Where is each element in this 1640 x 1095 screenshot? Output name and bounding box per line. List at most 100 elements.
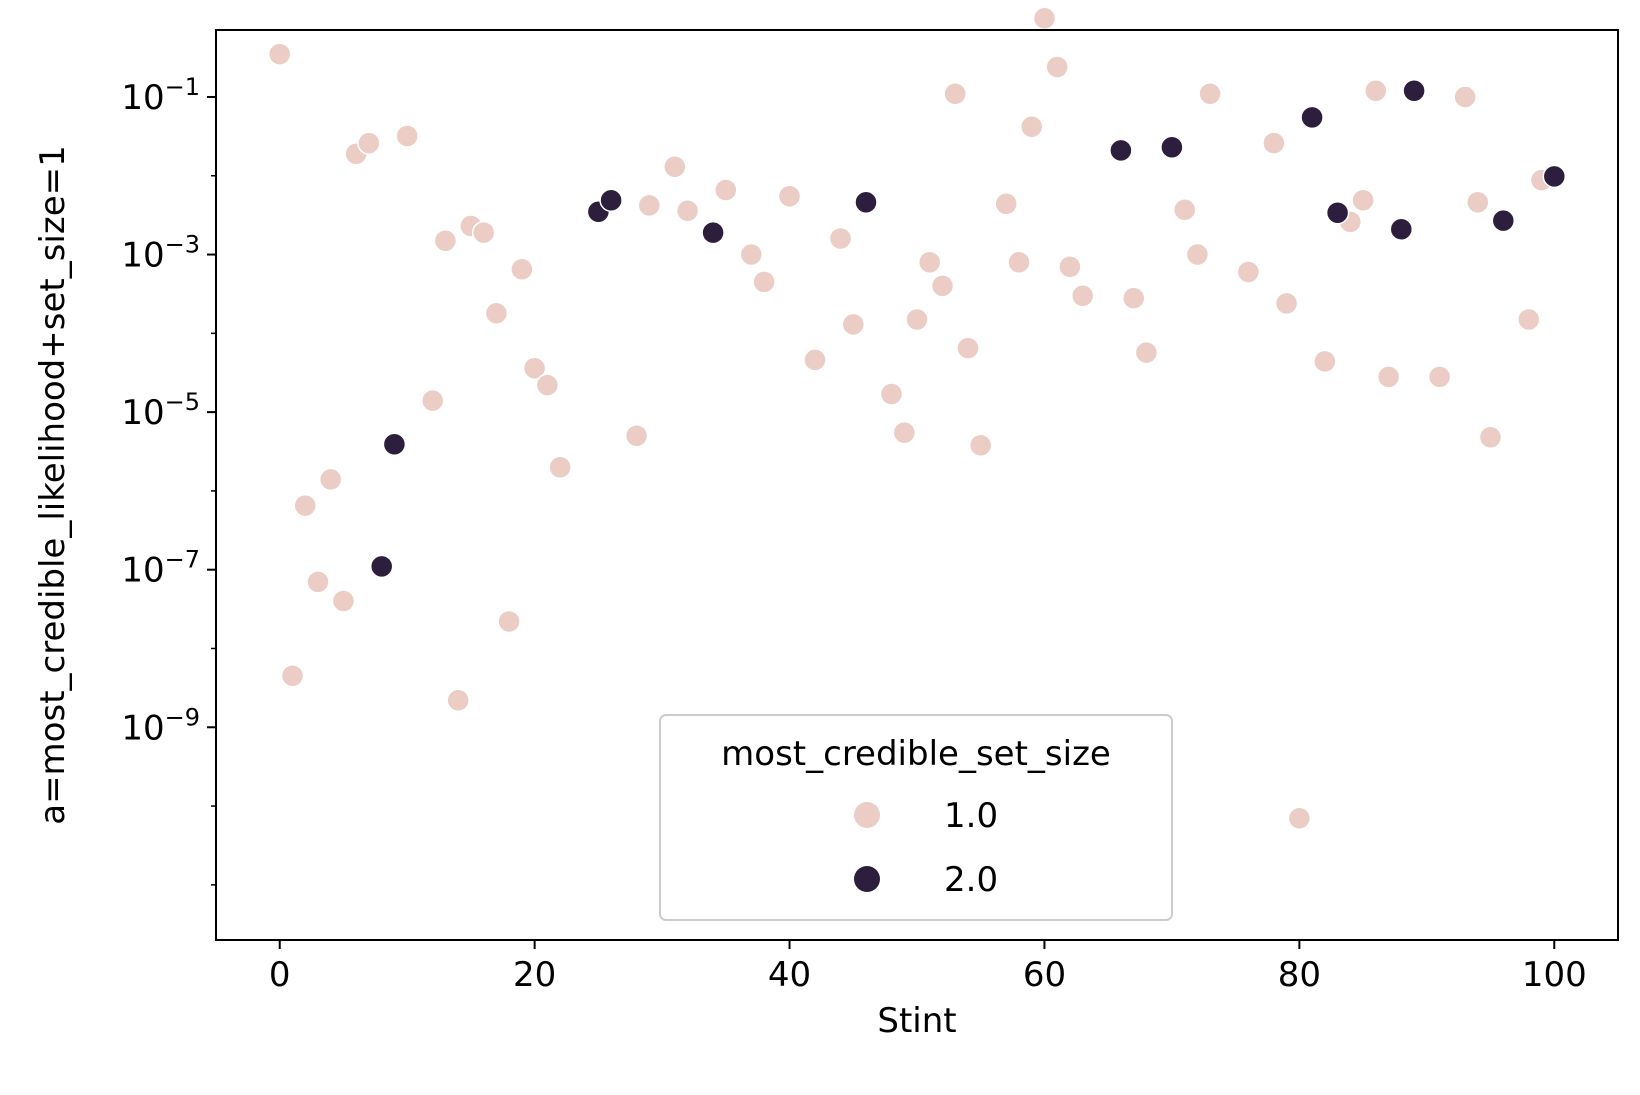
data-point-series-1-28	[803, 348, 827, 372]
data-point-series-1-3	[306, 570, 330, 594]
x-axis-ticks: 0 20 40 60 80 100	[269, 940, 1587, 995]
data-point-series-2-6	[1109, 138, 1133, 163]
data-point-series-1-0	[267, 42, 292, 66]
data-point-series-1-58	[1364, 78, 1388, 103]
data-point-series-1-54	[1287, 806, 1312, 831]
data-point-series-1-52	[1262, 131, 1286, 155]
data-point-series-2-4	[701, 220, 725, 245]
data-point-series-1-8	[395, 124, 419, 148]
data-point-series-1-1	[280, 664, 305, 688]
y-tick-label: 10−1	[121, 73, 200, 118]
data-point-series-1-46	[1121, 286, 1146, 310]
data-point-series-1-25	[739, 242, 764, 267]
data-point-series-1-18	[535, 373, 560, 397]
data-point-series-1-60	[1427, 365, 1452, 389]
data-point-series-1-37	[956, 336, 980, 360]
legend-label-1-0: 1.0	[944, 796, 998, 836]
data-point-series-1-16	[510, 257, 534, 282]
data-point-series-1-64	[1517, 307, 1541, 332]
data-point-series-1-61	[1453, 85, 1477, 109]
data-point-series-1-57	[1351, 188, 1375, 212]
data-point-series-1-40	[1007, 250, 1031, 274]
data-point-series-1-49	[1185, 242, 1210, 267]
data-point-series-1-39	[994, 192, 1018, 216]
y-tick-label: 10−9	[121, 703, 200, 748]
data-point-series-2-5	[854, 190, 878, 215]
data-point-series-1-32	[892, 420, 917, 445]
data-point-series-1-29	[828, 226, 853, 251]
legend-marker-1-0	[854, 802, 880, 828]
legend-marker-2-0	[854, 866, 880, 892]
data-point-series-1-59	[1376, 365, 1401, 389]
data-point-series-1-15	[497, 609, 521, 634]
data-point-series-1-23	[675, 198, 700, 223]
y-axis-label: a=most_credible_likelihood+set_size=1	[33, 145, 73, 825]
data-point-series-1-43	[1045, 55, 1069, 79]
data-point-series-1-14	[484, 301, 509, 325]
plot-area	[267, 6, 1567, 831]
data-point-series-1-44	[1058, 254, 1082, 279]
data-point-series-1-21	[637, 193, 662, 218]
data-point-series-1-63	[1478, 425, 1503, 449]
data-point-series-1-53	[1274, 291, 1299, 316]
x-tick-label: 60	[1023, 955, 1066, 995]
data-point-series-1-33	[905, 307, 929, 332]
legend-box	[659, 714, 1173, 921]
data-point-series-1-50	[1198, 81, 1222, 106]
data-point-series-2-8	[1300, 105, 1324, 130]
data-point-series-2-11	[1402, 78, 1426, 103]
data-point-series-2-7	[1160, 135, 1184, 160]
data-point-series-1-48	[1172, 198, 1197, 222]
data-point-series-1-22	[663, 155, 687, 179]
y-tick-label: 10−3	[121, 231, 200, 276]
data-point-series-1-5	[331, 589, 356, 613]
data-point-series-1-51	[1236, 260, 1261, 284]
data-point-series-2-13	[1542, 164, 1567, 189]
data-point-series-1-10	[433, 228, 458, 253]
data-point-series-1-17	[522, 356, 547, 381]
data-point-series-1-36	[943, 81, 967, 106]
data-point-series-1-62	[1466, 190, 1490, 215]
data-point-series-1-13	[471, 220, 496, 245]
plot-frame	[215, 29, 1619, 941]
data-point-series-1-7	[357, 131, 381, 155]
data-point-series-1-11	[446, 688, 470, 713]
legend-label-2-0: 2.0	[944, 860, 998, 900]
data-point-series-1-26	[752, 270, 776, 294]
x-tick-label: 0	[269, 955, 291, 995]
data-point-series-1-27	[777, 184, 802, 208]
y-tick-label: 10−7	[121, 546, 200, 591]
data-point-series-1-24	[714, 178, 738, 202]
data-point-series-1-9	[420, 388, 445, 413]
data-point-series-1-19	[548, 455, 572, 479]
x-axis-label: Stint	[877, 1001, 956, 1041]
data-point-series-1-35	[930, 274, 955, 298]
data-point-series-2-0	[369, 554, 394, 579]
data-point-series-2-12	[1491, 208, 1516, 233]
data-point-series-2-3	[599, 188, 623, 212]
y-axis-ticks: 10−9 10−7 10−5 10−3 10−1	[121, 73, 216, 886]
data-point-series-1-20	[624, 424, 649, 448]
data-point-series-1-31	[879, 382, 904, 406]
x-tick-label: 40	[768, 955, 811, 995]
data-point-series-1-45	[1070, 283, 1095, 308]
data-point-series-1-4	[318, 467, 343, 492]
x-tick-label: 80	[1278, 955, 1321, 995]
legend: most_credible_set_size 1.0 2.0	[659, 714, 1173, 921]
data-point-series-1-42	[1032, 6, 1057, 30]
data-point-series-1-41	[1019, 114, 1044, 139]
x-tick-label: 100	[1522, 955, 1587, 995]
data-point-series-1-55	[1313, 349, 1337, 374]
data-point-series-1-2	[293, 493, 317, 518]
data-point-series-1-34	[917, 250, 942, 274]
y-tick-label: 10−5	[121, 388, 200, 433]
data-point-series-1-30	[841, 312, 866, 337]
x-tick-label: 20	[513, 955, 556, 995]
data-point-series-2-1	[382, 432, 407, 457]
data-point-series-2-10	[1389, 217, 1414, 241]
data-point-series-1-38	[968, 433, 993, 457]
legend-title: most_credible_set_size	[721, 734, 1111, 774]
data-point-series-2-9	[1325, 200, 1350, 225]
